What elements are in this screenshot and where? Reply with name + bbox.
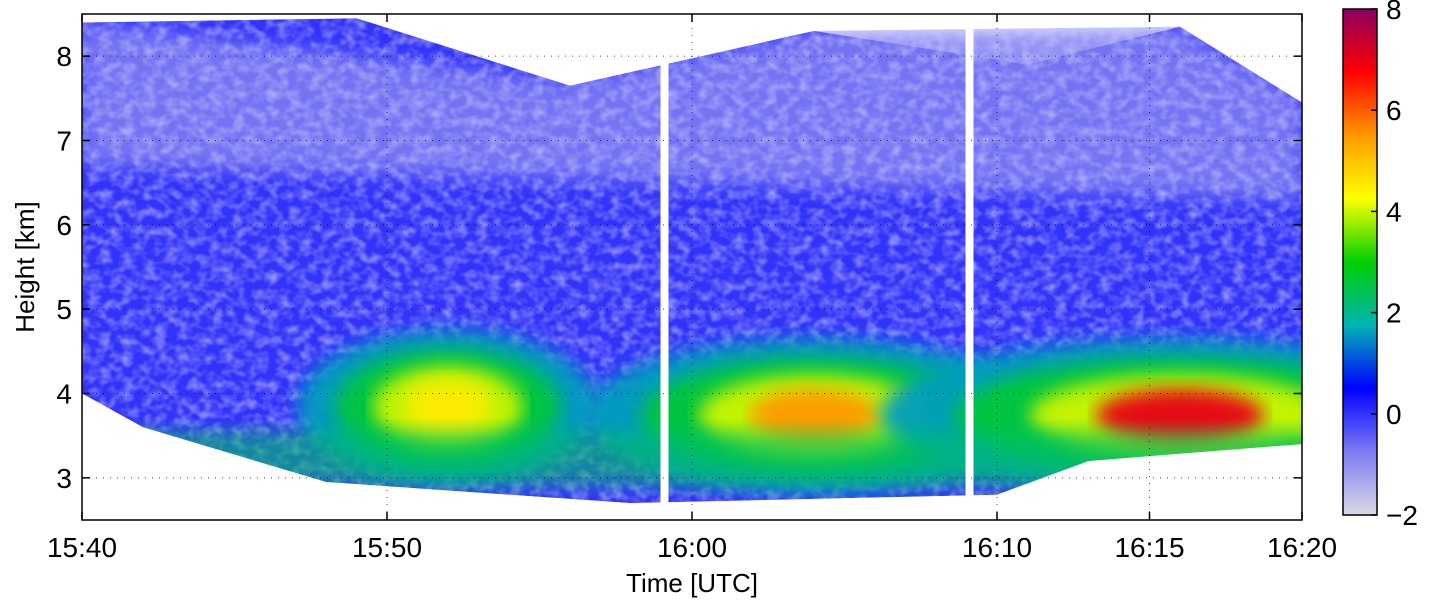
empty-top (82, 14, 1302, 103)
x-tick-label-6: 16:20 (1267, 532, 1337, 563)
x-tick-label-5: 16:15 (1114, 532, 1184, 563)
layer-peak-3-ring-4 (1096, 388, 1264, 442)
x-axis-title: Time [UTC] (626, 568, 758, 598)
x-tick-label-2: 15:50 (352, 532, 422, 563)
colorbar: −2 0 2 4 6 8 (1342, 0, 1418, 531)
y-axis: 3 4 5 6 7 8 (56, 41, 1302, 494)
grid-lines (82, 14, 1302, 520)
y-axis-title: Height [km] (10, 201, 40, 333)
layer-peak-1-ring-4 (406, 380, 490, 434)
x-tick-label-3: 16:00 (657, 532, 727, 563)
colorbar-ticks: −2 0 2 4 6 8 (1371, 0, 1418, 531)
layer-peak-2-ring-4 (749, 388, 879, 442)
colorbar-tick-label-3: 2 (1386, 298, 1402, 329)
colorbar-tick-label-2: 0 (1386, 399, 1402, 430)
empty-bottom (82, 393, 1302, 520)
heatmap-field (82, 14, 1302, 520)
y-tick-label-6: 8 (56, 41, 72, 72)
y-tick-label-5: 7 (56, 126, 72, 157)
plot-area (82, 14, 1302, 520)
colorbar-tick-label-6: 8 (1386, 0, 1402, 25)
y-tick-label-1: 3 (56, 463, 72, 494)
colorbar-tick-label-1: −2 (1386, 500, 1418, 531)
data-gap-2 (965, 14, 974, 520)
x-axis: 15:40 15:50 16:00 16:10 16:15 16:20 (47, 14, 1337, 563)
y-tick-label-2: 4 (56, 379, 72, 410)
colorbar-tick-label-4: 4 (1386, 196, 1402, 227)
data-gap-1 (660, 14, 669, 520)
x-tick-label-4: 16:10 (962, 532, 1032, 563)
colorbar-tick-label-5: 6 (1386, 95, 1402, 126)
colorbar-scale (1342, 8, 1378, 516)
x-tick-label-1: 15:40 (47, 532, 117, 563)
y-tick-label-3: 5 (56, 294, 72, 325)
y-tick-label-4: 6 (56, 210, 72, 241)
